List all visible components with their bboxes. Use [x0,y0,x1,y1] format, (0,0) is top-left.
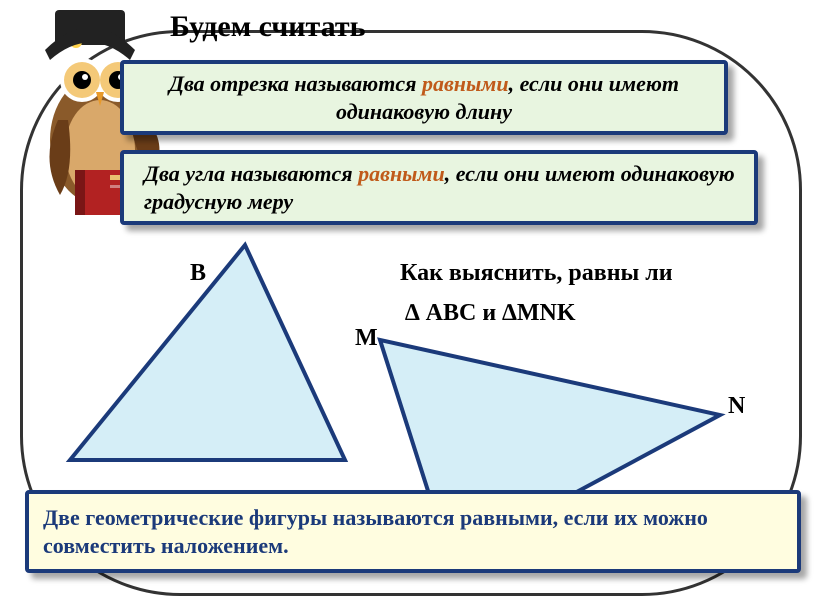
text: Два отрезка называются [169,71,422,96]
vertex-m: М [355,325,378,352]
vertex-n: N [728,393,745,420]
highlight-word: равными [358,161,445,186]
definition-figures: Две геометрические фигуры называются рав… [25,490,801,573]
text: Два угла называются [144,161,358,186]
question-line1: Как выяснить, равны ли [400,260,673,287]
question-line2: ∆ АВС и ∆МNK [405,300,576,327]
slide-title: Будем считать [170,10,365,44]
vertex-b: В [190,260,206,287]
highlight-word: равными [422,71,509,96]
definition-angles: Два угла называются равными, если они им… [120,150,758,225]
definition-segments: Два отрезка называются равными, если они… [120,60,728,135]
triangle-abc [70,245,345,460]
slide: Будем считать Два отрезка называются рав… [0,0,816,613]
